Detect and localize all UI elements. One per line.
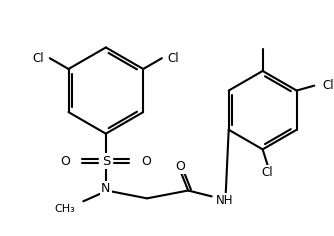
Text: Cl: Cl <box>32 52 44 65</box>
Text: NH: NH <box>216 194 233 207</box>
Text: N: N <box>101 182 111 195</box>
Text: O: O <box>175 160 185 173</box>
Text: O: O <box>61 155 70 168</box>
Text: Cl: Cl <box>322 79 334 92</box>
Text: Cl: Cl <box>168 52 179 65</box>
Text: S: S <box>102 155 110 168</box>
Text: Cl: Cl <box>262 166 273 179</box>
Text: CH₃: CH₃ <box>55 204 75 214</box>
Text: O: O <box>141 155 151 168</box>
